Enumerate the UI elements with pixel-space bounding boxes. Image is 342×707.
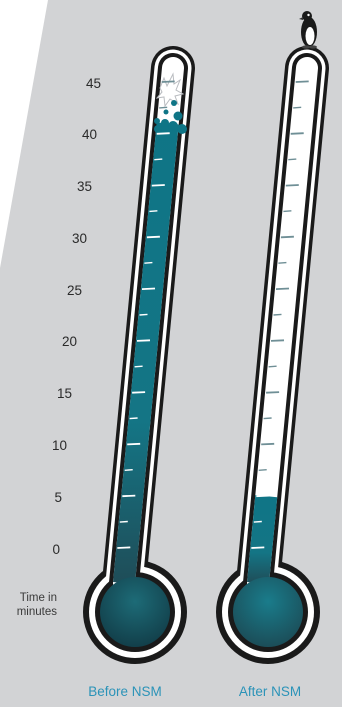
after-tick-15	[266, 391, 280, 394]
thermometer-after-liquid	[247, 495, 278, 585]
after-tick-45	[295, 80, 309, 83]
scale-label-10: 10	[52, 438, 67, 453]
scale-label-35: 35	[77, 179, 92, 194]
penguin-icon	[299, 11, 317, 49]
after-tick-37-5	[288, 158, 297, 161]
after-tick-17-5	[268, 365, 277, 368]
after-tick-10	[261, 442, 275, 446]
before-tick-12-5	[129, 417, 138, 420]
scale-label-25: 25	[67, 283, 82, 298]
after-tick-42-5	[293, 106, 302, 109]
thermometer-after-bulb	[233, 577, 303, 647]
before-tick-5	[122, 494, 136, 498]
thermometer-before-bulb	[100, 577, 170, 647]
before-tick-7-5	[124, 469, 133, 471]
thermometer-after	[216, 11, 329, 664]
caption-after-nsm: After NSM	[239, 684, 301, 699]
after-tick-40	[290, 132, 304, 135]
after-tick-22-5	[273, 313, 282, 316]
before-tick-37-5	[154, 158, 163, 161]
bubbles-icon	[154, 100, 187, 134]
after-tick-32-5	[283, 210, 292, 213]
after-tick-35	[285, 184, 299, 187]
scale-title-line2: minutes	[17, 606, 58, 618]
thermometer-before-ticks	[117, 80, 175, 549]
after-tick-2-5	[253, 520, 262, 523]
scale-label-30: 30	[72, 231, 87, 246]
scale-label-0: 0	[52, 542, 60, 557]
thermometer-before-liquid	[113, 122, 179, 585]
scale-label-45: 45	[86, 76, 101, 91]
after-tick-30	[280, 235, 294, 239]
before-tick-10	[127, 442, 141, 446]
after-tick-5	[256, 494, 270, 498]
thermometer-before	[83, 46, 195, 664]
before-tick-2-5	[119, 520, 128, 523]
before-tick-27-5	[144, 261, 153, 264]
after-tick-12-5	[263, 417, 272, 420]
after-tick-0	[251, 546, 265, 549]
after-tick-7-5	[258, 469, 267, 471]
scale-label-40: 40	[82, 127, 97, 142]
before-tick-30	[146, 235, 160, 239]
thermometer-after-ticks	[251, 80, 309, 549]
scale-label-15: 15	[57, 386, 72, 401]
before-tick-15	[132, 391, 146, 394]
before-tick-22-5	[139, 313, 148, 316]
caption-before-nsm: Before NSM	[88, 684, 162, 699]
after-tick-20	[270, 339, 285, 342]
before-tick-20	[136, 339, 151, 342]
scale-title-line1: Time in	[20, 592, 57, 604]
before-tick-17-5	[134, 365, 143, 368]
before-tick-32-5	[149, 210, 158, 213]
before-tick-45	[161, 80, 175, 83]
after-tick-27-5	[278, 261, 287, 264]
before-tick-0	[117, 546, 131, 549]
scale-label-20: 20	[62, 334, 77, 349]
before-tick-40	[156, 132, 170, 135]
after-tick-25	[275, 287, 290, 290]
before-tick-42-5	[159, 106, 168, 109]
before-tick-25	[141, 287, 156, 290]
time-scale: 45 40 35 30 25 20 15 10 5 0 Time in minu…	[17, 76, 101, 618]
before-tick-35	[151, 184, 165, 187]
scale-label-5: 5	[54, 490, 62, 505]
